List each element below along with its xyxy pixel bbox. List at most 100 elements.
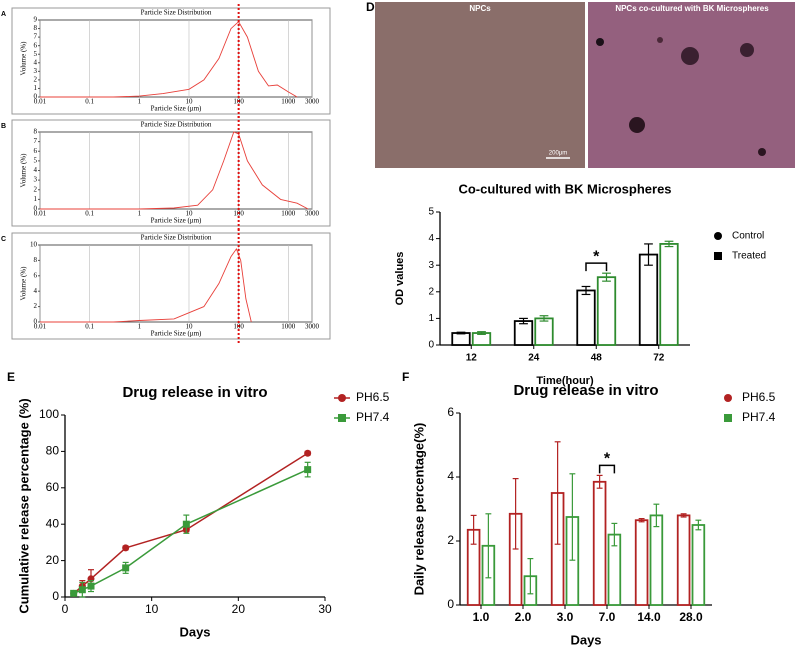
x-tick-label: 1000 bbox=[281, 98, 296, 106]
y-axis-label: Volume (%) bbox=[20, 153, 28, 188]
y-axis-label: Daily release percentage(%) bbox=[411, 423, 426, 596]
y-tick-label: 4 bbox=[447, 469, 454, 483]
y-tick-label: 0 bbox=[447, 597, 454, 611]
microsphere bbox=[681, 47, 699, 65]
y-tick-label: 2 bbox=[428, 286, 434, 297]
series-line bbox=[73, 452, 309, 594]
legend-label: Control bbox=[732, 231, 764, 242]
y-axis-label: Volume (%) bbox=[20, 266, 28, 301]
y-tick-label: 1 bbox=[34, 84, 38, 92]
y-tick-label: 2 bbox=[34, 302, 38, 310]
x-tick-label: 14.0 bbox=[637, 610, 661, 624]
marker bbox=[87, 582, 95, 590]
x-tick-label: 0 bbox=[62, 602, 69, 616]
y-axis-label: OD values bbox=[394, 252, 406, 306]
x-tick-label: 10 bbox=[185, 98, 193, 106]
x-axis-label: Particle Size (μm) bbox=[151, 330, 202, 338]
panel-letter: F bbox=[402, 370, 409, 384]
panel-frame bbox=[11, 232, 331, 340]
y-tick-label: 2 bbox=[34, 185, 38, 193]
bar bbox=[596, 276, 617, 346]
marker bbox=[182, 520, 190, 528]
y-axis-label: Volume (%) bbox=[20, 41, 28, 76]
y-tick-label: 7 bbox=[34, 33, 38, 41]
marker bbox=[78, 586, 86, 594]
bar bbox=[592, 480, 607, 606]
marker bbox=[304, 466, 312, 474]
significance-bracket bbox=[598, 464, 616, 474]
x-tick-label: 1000 bbox=[281, 323, 296, 331]
x-tick-label: 48 bbox=[591, 353, 603, 364]
x-tick-label: 1.0 bbox=[473, 610, 490, 624]
legend-label: PH6.5 bbox=[356, 390, 390, 404]
y-tick-label: 3 bbox=[428, 260, 434, 271]
y-tick-label: 9 bbox=[34, 16, 38, 24]
image-label: NPCs co-cultured with BK Microspheres bbox=[615, 4, 769, 13]
y-tick-label: 60 bbox=[46, 480, 60, 494]
marker bbox=[724, 394, 732, 402]
microsphere bbox=[657, 37, 663, 43]
bar bbox=[649, 514, 664, 606]
marker bbox=[70, 589, 78, 597]
image-label: NPCs bbox=[469, 4, 491, 13]
microsphere bbox=[596, 38, 604, 46]
chart-bar: Co-cultured with BK Microspheres Time(hou… bbox=[394, 181, 766, 386]
x-axis-label: Days bbox=[179, 624, 210, 639]
y-tick-label: 8 bbox=[34, 256, 38, 264]
y-tick-label: 0 bbox=[34, 93, 38, 101]
y-tick-label: 4 bbox=[428, 233, 434, 244]
x-tick-label: 0.1 bbox=[85, 323, 94, 331]
scale-label: 200μm bbox=[549, 151, 567, 157]
y-tick-label: 5 bbox=[34, 50, 38, 58]
marker bbox=[714, 252, 722, 260]
x-tick-label: 12 bbox=[466, 353, 478, 364]
x-tick-label: 0.1 bbox=[85, 210, 94, 218]
y-tick-label: 2 bbox=[34, 75, 38, 83]
x-axis-label: Particle Size (μm) bbox=[151, 217, 202, 225]
bar bbox=[638, 253, 659, 346]
x-tick-label: 1 bbox=[138, 98, 142, 106]
image-cocultured bbox=[588, 2, 795, 168]
y-tick-label: 4 bbox=[34, 287, 38, 295]
marker bbox=[304, 449, 312, 457]
bar bbox=[691, 524, 706, 606]
x-tick-label: 10 bbox=[145, 602, 159, 616]
x-tick-label: 3.0 bbox=[557, 610, 574, 624]
x-axis-label: Time(hour) bbox=[536, 375, 594, 387]
microsphere bbox=[758, 148, 766, 156]
y-tick-label: 8 bbox=[34, 24, 38, 32]
y-tick-label: 80 bbox=[46, 444, 60, 458]
bar bbox=[513, 320, 534, 346]
marker bbox=[122, 564, 130, 572]
x-tick-label: 1000 bbox=[281, 210, 296, 218]
chart-line: E Drug release in vitro Days Cumulative rel… bbox=[7, 370, 390, 639]
x-tick-label: 7.0 bbox=[599, 610, 616, 624]
significance-label: * bbox=[593, 248, 600, 265]
panel-letter: C bbox=[1, 236, 6, 243]
x-tick-label: 10 bbox=[185, 210, 193, 218]
microsphere bbox=[629, 117, 645, 133]
marker bbox=[338, 414, 346, 422]
y-tick-label: 4 bbox=[34, 166, 38, 174]
legend-label: PH7.4 bbox=[356, 410, 390, 424]
legend-label: PH6.5 bbox=[742, 390, 776, 404]
y-tick-label: 0 bbox=[34, 205, 38, 213]
chart-title: Particle Size Distribution bbox=[141, 121, 212, 129]
y-tick-label: 6 bbox=[34, 271, 38, 279]
x-tick-label: 1 bbox=[138, 323, 142, 331]
panel-letter: E bbox=[7, 370, 15, 384]
y-tick-label: 8 bbox=[34, 128, 38, 136]
x-tick-label: 30 bbox=[318, 602, 332, 616]
micrographs: D NPCs NPCs co-cultured with BK Microsph… bbox=[366, 0, 795, 168]
bar bbox=[634, 519, 649, 606]
bar bbox=[451, 332, 471, 346]
x-tick-label: 0.01 bbox=[34, 323, 47, 331]
curve bbox=[40, 20, 298, 98]
panel-frame bbox=[11, 7, 331, 115]
marker bbox=[338, 394, 346, 402]
y-axis-label: Cumulative release percentage (%) bbox=[16, 398, 31, 613]
